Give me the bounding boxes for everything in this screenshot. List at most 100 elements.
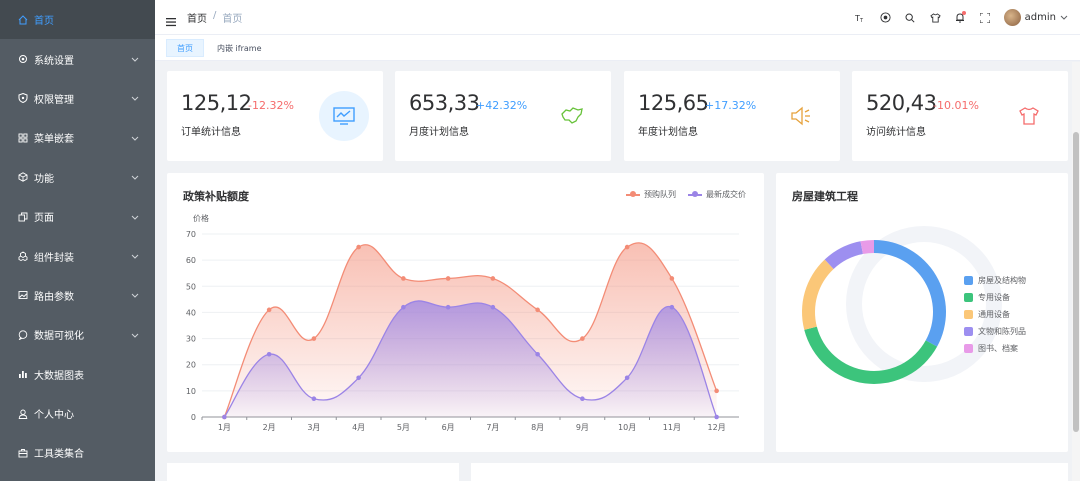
x-tick-label: 3月 [307, 423, 320, 432]
cubes-icon [18, 251, 28, 262]
donut-slice[interactable] [860, 240, 874, 255]
sidebar-item-label: 页面 [34, 213, 54, 225]
x-tick-label: 11月 [663, 423, 681, 432]
data-point[interactable] [222, 414, 227, 420]
sidebar-item-5[interactable]: 页面 [0, 197, 155, 236]
chevron-down-icon [131, 252, 139, 263]
sidebar-item-label: 数据可视化 [34, 331, 84, 343]
shield-icon [18, 93, 28, 104]
donut-chart [802, 226, 1002, 384]
donut-chart-card: 房屋建筑工程 房屋及结构物 专用设备 通用设备 文物和陈列品 图书、档案 [776, 173, 1068, 452]
legend-item[interactable]: 专用设备 [964, 289, 1026, 306]
search-icon[interactable] [898, 0, 923, 35]
hamburger-icon[interactable] [166, 12, 176, 31]
scrollbar-thumb[interactable] [1073, 132, 1079, 432]
chart-legend: 预购队列 最新成交价 [614, 189, 746, 200]
chevron-down-icon[interactable] [1060, 15, 1068, 21]
donut-slice[interactable] [874, 240, 946, 347]
data-point[interactable] [669, 276, 675, 281]
data-point[interactable] [669, 304, 675, 310]
data-point[interactable] [580, 396, 585, 401]
legend-label: 文物和陈列品 [978, 327, 1026, 336]
stat-value: 125,12 [181, 91, 252, 115]
y-tick-label: 10 [186, 387, 196, 396]
sidebar-item-11[interactable]: 工具类集合 [0, 433, 155, 472]
bottom-card-right [471, 463, 1068, 481]
legend-item[interactable]: 通用设备 [964, 306, 1026, 323]
skin-icon[interactable] [923, 0, 948, 35]
sidebar-item-label: 权限管理 [34, 94, 74, 106]
donut-slice[interactable] [804, 326, 938, 384]
stat-card-yearly: 125,65 +17.32% 年度计划信息 [624, 71, 840, 161]
data-point[interactable] [266, 307, 272, 313]
x-tick-label: 5月 [397, 423, 410, 432]
stat-percent: +17.32% [705, 99, 757, 112]
breadcrumb-root[interactable]: 首页 [187, 14, 207, 25]
data-point[interactable] [401, 276, 406, 281]
data-point[interactable] [445, 304, 451, 310]
donut-slice[interactable] [802, 259, 834, 330]
sidebar-item-8[interactable]: 数据可视化 [0, 315, 155, 354]
sidebar-item-7[interactable]: 路由参数 [0, 276, 155, 315]
data-point[interactable] [535, 351, 540, 357]
data-point[interactable] [490, 276, 496, 281]
data-point[interactable] [580, 336, 585, 341]
username[interactable]: admin [1024, 12, 1056, 23]
donut-backdrop-hole [862, 242, 986, 366]
page-scrollbar[interactable] [1072, 62, 1080, 481]
bell-icon[interactable] [948, 0, 973, 35]
legend-item[interactable]: 最新成交价 [688, 189, 746, 200]
data-point[interactable] [445, 276, 451, 281]
legend-item[interactable]: 图书、档案 [964, 340, 1026, 357]
home-icon [18, 14, 28, 25]
sidebar-item-label: 个人中心 [34, 410, 74, 422]
x-tick-label: 7月 [486, 423, 499, 432]
legend-item[interactable]: 文物和陈列品 [964, 323, 1026, 340]
legend-item[interactable]: 预购队列 [626, 189, 676, 200]
data-point[interactable] [714, 414, 719, 420]
data-point[interactable] [535, 307, 540, 313]
data-point[interactable] [266, 351, 272, 357]
y-tick-label: 40 [186, 308, 196, 317]
sidebar-item-9[interactable]: 大数据图表 [0, 355, 155, 394]
y-axis-label: 价格 [193, 213, 209, 223]
tag-iframe[interactable]: 内嵌 iframe [217, 43, 262, 53]
sidebar: 首页 系统设置权限管理菜单嵌套功能页面组件封装路由参数数据可视化大数据图表个人中心… [0, 0, 155, 481]
theme-icon[interactable] [873, 0, 898, 35]
x-tick-label: 4月 [352, 423, 365, 432]
sidebar-item-10[interactable]: 个人中心 [0, 394, 155, 433]
data-point[interactable] [356, 244, 361, 250]
data-point[interactable] [624, 244, 630, 250]
stat-card-orders: 125,12 -12.32% 订单统计信息 [167, 71, 383, 161]
data-point[interactable] [311, 336, 317, 341]
sidebar-item-2[interactable]: 权限管理 [0, 79, 155, 118]
sidebar-item-4[interactable]: 功能 [0, 158, 155, 197]
avatar[interactable] [1003, 9, 1021, 26]
data-point[interactable] [714, 388, 719, 394]
sidebar-item-6[interactable]: 组件封装 [0, 236, 155, 275]
sidebar-item-3[interactable]: 菜单嵌套 [0, 118, 155, 157]
donut-slice[interactable] [824, 241, 863, 269]
sidebar-item-label: 菜单嵌套 [34, 134, 74, 146]
data-point[interactable] [356, 375, 361, 381]
data-point[interactable] [490, 304, 496, 310]
series-line [223, 242, 718, 418]
fullscreen-icon[interactable] [973, 0, 998, 35]
x-tick-label: 10月 [618, 423, 636, 432]
legend-label: 预购队列 [644, 190, 676, 199]
legend-label: 图书、档案 [978, 344, 1018, 353]
sidebar-item-1[interactable]: 系统设置 [0, 39, 155, 78]
tag-home[interactable]: 首页 [166, 39, 204, 57]
sidebar-item-label: 组件封装 [34, 252, 74, 264]
data-point[interactable] [311, 396, 317, 401]
bar-chart-icon [18, 369, 28, 379]
tags-bar: 首页 内嵌 iframe [155, 35, 1080, 61]
chevron-down-icon [131, 291, 139, 302]
data-point[interactable] [401, 304, 406, 310]
legend-item[interactable]: 房屋及结构物 [964, 272, 1026, 289]
x-tick-label: 2月 [263, 423, 276, 432]
sidebar-item-0[interactable]: 首页 [0, 0, 155, 40]
data-point[interactable] [624, 375, 630, 381]
